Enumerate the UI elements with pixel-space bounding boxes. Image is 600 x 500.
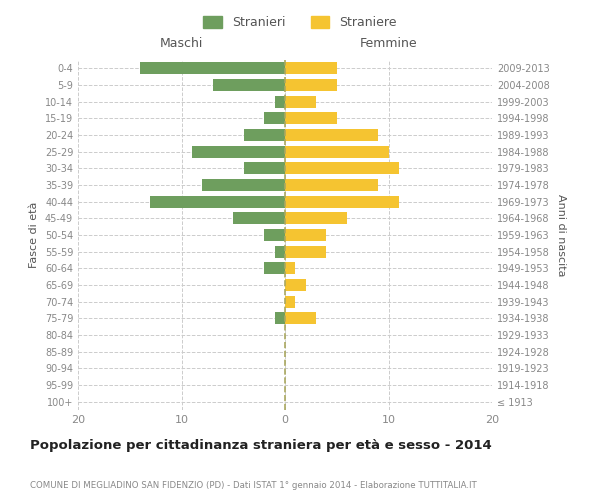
Bar [285, 212, 347, 224]
Bar [265, 262, 285, 274]
Text: COMUNE DI MEGLIADINO SAN FIDENZIO (PD) - Dati ISTAT 1° gennaio 2014 - Elaborazio: COMUNE DI MEGLIADINO SAN FIDENZIO (PD) -… [30, 481, 477, 490]
Text: Maschi: Maschi [160, 36, 203, 50]
Bar [285, 129, 378, 141]
Bar [151, 196, 285, 207]
Bar [285, 312, 316, 324]
Bar [275, 246, 285, 258]
Bar [285, 79, 337, 91]
Text: Femmine: Femmine [359, 36, 418, 50]
Bar [244, 129, 285, 141]
Bar [275, 312, 285, 324]
Bar [285, 279, 306, 291]
Bar [265, 229, 285, 241]
Bar [285, 196, 399, 207]
Text: Popolazione per cittadinanza straniera per età e sesso - 2014: Popolazione per cittadinanza straniera p… [30, 440, 492, 452]
Bar [285, 229, 326, 241]
Bar [275, 96, 285, 108]
Bar [202, 179, 285, 191]
Legend: Stranieri, Straniere: Stranieri, Straniere [198, 11, 402, 34]
Bar [192, 146, 285, 158]
Bar [285, 296, 295, 308]
Bar [140, 62, 285, 74]
Y-axis label: Anni di nascita: Anni di nascita [556, 194, 566, 276]
Bar [285, 62, 337, 74]
Y-axis label: Fasce di età: Fasce di età [29, 202, 39, 268]
Bar [265, 112, 285, 124]
Bar [285, 246, 326, 258]
Bar [285, 262, 295, 274]
Bar [285, 96, 316, 108]
Bar [285, 162, 399, 174]
Bar [285, 112, 337, 124]
Bar [233, 212, 285, 224]
Bar [244, 162, 285, 174]
Bar [285, 146, 389, 158]
Bar [285, 179, 378, 191]
Bar [212, 79, 285, 91]
